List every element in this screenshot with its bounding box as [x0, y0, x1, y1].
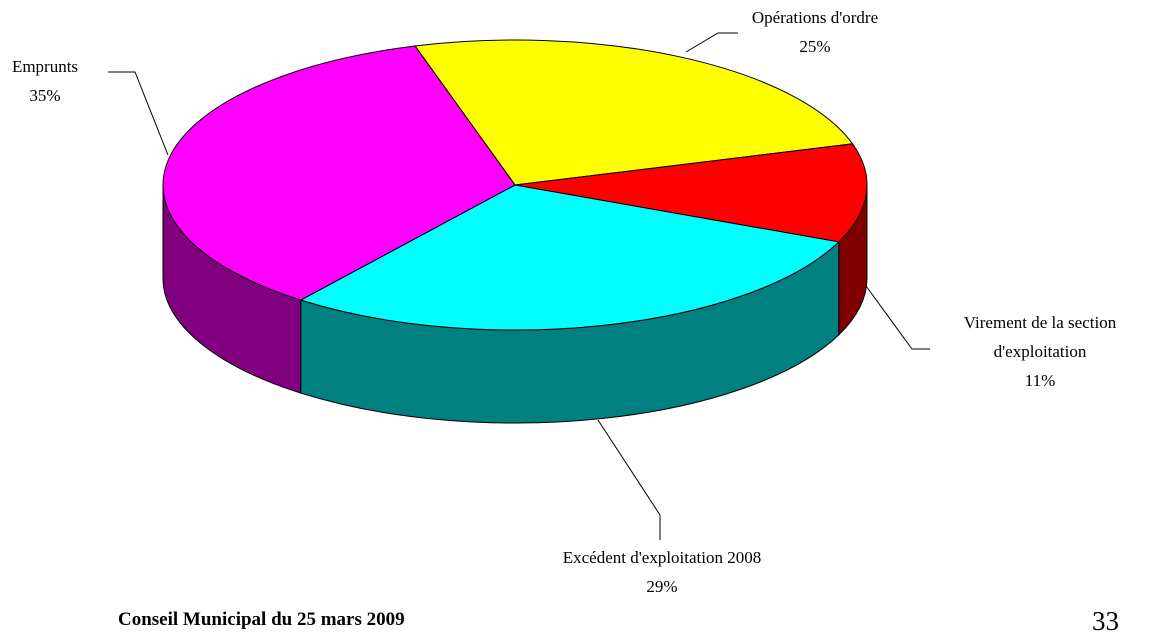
category-label: Virement de la section d'exploitation [963, 313, 1117, 361]
value-label: 35% [29, 86, 61, 105]
slice [299, 184, 840, 331]
slice-label: Virement de la section d'exploitation 11% [933, 308, 1148, 395]
footer-text: Conseil Municipal du 25 mars 2009 [118, 609, 405, 630]
pie [162, 39, 868, 424]
leader-line [865, 285, 930, 350]
value-label: 25% [799, 37, 831, 56]
leader-line [108, 71, 169, 156]
slice-label: Opérations d'ordre 25% [715, 3, 915, 61]
slice-label: Emprunts 35% [0, 52, 105, 110]
leader-line [597, 419, 661, 540]
slice [414, 39, 854, 186]
slice-label: Excédent d'exploitation 2008 29% [546, 543, 778, 601]
page-number: 33 [1092, 606, 1119, 636]
slice [162, 45, 516, 301]
leader-lines [108, 32, 930, 540]
value-label: 29% [646, 577, 678, 596]
category-label: Emprunts [11, 57, 79, 76]
category-label: Opérations d'ordre [751, 8, 879, 27]
category-label: Excédent d'exploitation 2008 [562, 548, 762, 567]
value-label: 11% [1024, 371, 1056, 390]
slice [514, 143, 868, 243]
leader-line [685, 32, 738, 53]
